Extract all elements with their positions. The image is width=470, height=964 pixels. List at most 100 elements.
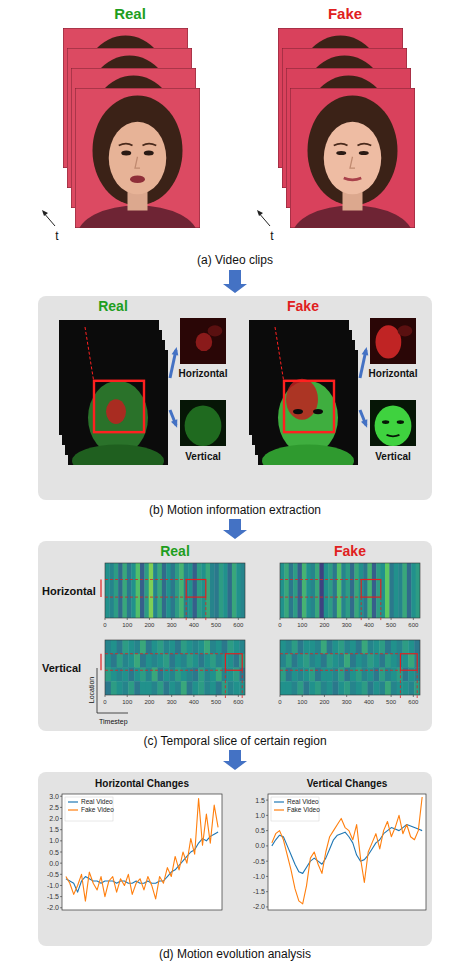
video-frame — [290, 88, 415, 266]
x-tick-label: 0 — [278, 699, 282, 705]
x-tick — [368, 618, 369, 620]
heat-cell — [175, 640, 181, 654]
x-tick — [391, 695, 392, 697]
heat-cell — [179, 563, 184, 618]
heat-cell — [280, 563, 285, 618]
legend-label: Fake Video — [287, 806, 320, 813]
heat-cell — [354, 563, 359, 618]
heat-cell — [315, 654, 321, 668]
eye — [397, 420, 404, 424]
heat-cell — [373, 668, 379, 682]
heat-cell — [216, 668, 222, 682]
heat-cell — [140, 681, 146, 695]
eye — [336, 151, 346, 155]
heat-cell — [152, 681, 158, 695]
legend-swatch — [274, 801, 284, 802]
x-tick — [238, 618, 239, 620]
heat-cell — [144, 563, 149, 618]
x-tick — [216, 618, 217, 620]
heat-cell — [298, 640, 304, 654]
heat-cell — [105, 681, 111, 695]
heat-cell — [306, 563, 311, 618]
heat-cell — [289, 563, 294, 618]
heat-cell — [158, 654, 164, 668]
heat-cell — [324, 563, 329, 618]
crop-bg — [180, 400, 226, 446]
x-tick-label: 100 — [122, 699, 133, 705]
heat-cell — [193, 681, 199, 695]
x-tick — [346, 618, 347, 620]
heat-cell — [394, 563, 399, 618]
heat-cell — [368, 668, 374, 682]
x-tick-label: 600 — [233, 699, 244, 705]
heat-cell — [123, 640, 129, 654]
heat-cell — [346, 563, 351, 618]
heat-cell — [149, 563, 154, 618]
y-tick-label: 2.0 — [49, 815, 59, 822]
crop-bg — [180, 318, 226, 364]
heat-cell — [368, 681, 374, 695]
heat-cell — [123, 563, 128, 618]
small-arrow-head — [362, 347, 369, 355]
x-tick — [238, 695, 239, 697]
y-tick-label: 0.5 — [49, 849, 59, 856]
legend-swatch — [274, 809, 284, 810]
time-label: t — [55, 229, 59, 243]
heat-cell — [198, 654, 204, 668]
heat-cell — [397, 681, 403, 695]
heat-cell — [193, 563, 198, 618]
y-tick-label: -1.0 — [47, 882, 59, 889]
heat-cell — [222, 640, 228, 654]
heat-cell — [171, 563, 176, 618]
heat-cell — [298, 681, 304, 695]
heatmap — [105, 563, 245, 618]
region-box — [361, 580, 381, 598]
heat-cell — [117, 640, 123, 654]
heat-cell — [338, 668, 344, 682]
x-tick-label: 600 — [233, 622, 244, 628]
heat-cell — [338, 640, 344, 654]
region-guide — [186, 597, 187, 621]
heat-cell — [292, 668, 298, 682]
heat-cell — [105, 668, 111, 682]
y-tick-label: -0.5 — [253, 858, 265, 865]
heat-cell — [368, 640, 374, 654]
legend-swatch — [68, 809, 78, 810]
heat-cell — [403, 668, 409, 682]
x-tick-label: 100 — [297, 622, 308, 628]
heat-cell — [280, 640, 286, 654]
heat-cell — [397, 668, 403, 682]
heat-cell — [118, 563, 123, 618]
x-tick — [171, 618, 172, 620]
horizontal-flow — [208, 325, 223, 336]
heat-cell — [391, 640, 397, 654]
heat-cell — [280, 681, 286, 695]
eye — [313, 409, 323, 414]
heat-cell — [175, 563, 180, 618]
x-tick — [324, 695, 325, 697]
axis-label: Location — [88, 677, 95, 704]
region-guide — [105, 579, 186, 580]
region-box — [94, 381, 144, 432]
heat-cell — [146, 640, 152, 654]
x-tick-label: 300 — [167, 622, 178, 628]
heat-cell — [344, 668, 350, 682]
region-guide — [280, 653, 400, 654]
hair — [308, 96, 398, 206]
heat-cell — [158, 668, 164, 682]
heat-cell — [379, 654, 385, 668]
heat-cell — [128, 668, 134, 682]
class-label: Fake — [287, 298, 319, 314]
heat-cell — [416, 563, 420, 618]
heat-cell — [321, 668, 327, 682]
heat-cell — [362, 654, 368, 668]
heat-cell — [134, 654, 140, 668]
chart-title: Vertical Changes — [307, 778, 388, 789]
heat-cell — [338, 654, 344, 668]
heat-cell — [158, 681, 164, 695]
heat-cell — [344, 681, 350, 695]
heat-cell — [152, 668, 158, 682]
heat-cell — [193, 640, 199, 654]
skin — [109, 122, 167, 195]
heat-cell — [385, 654, 391, 668]
